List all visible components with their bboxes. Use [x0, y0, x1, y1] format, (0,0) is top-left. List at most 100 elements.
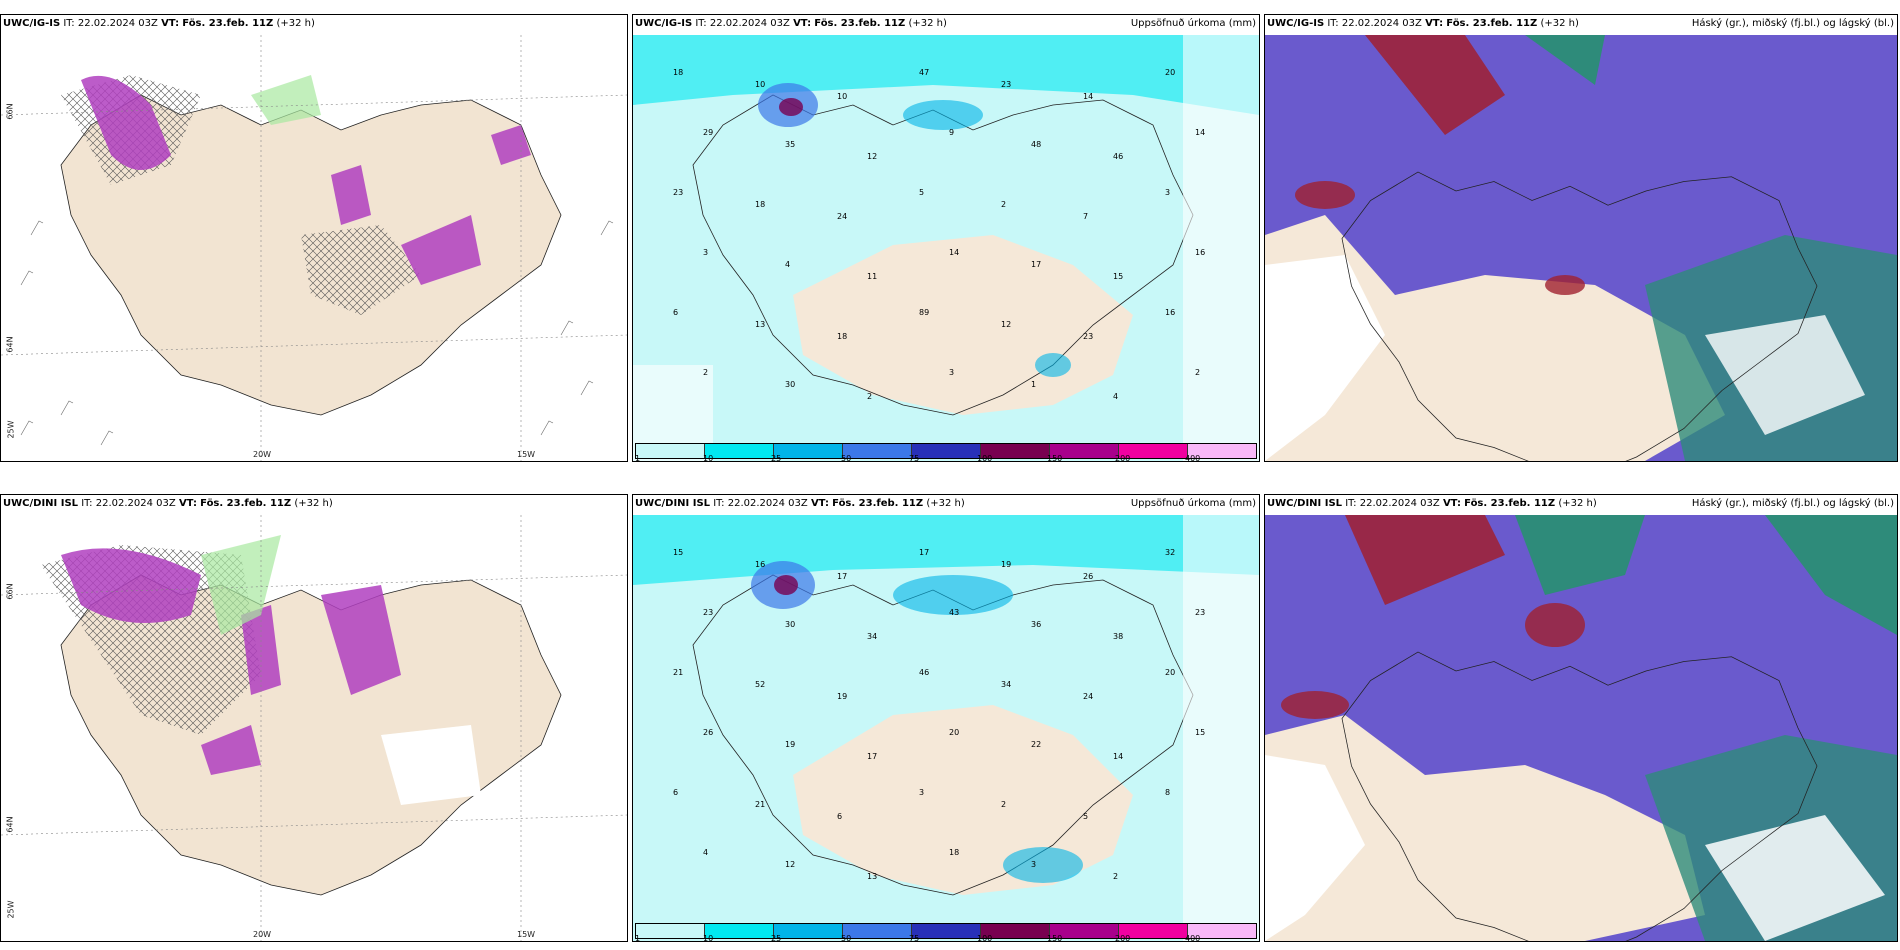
map-wind-igis [1, 35, 627, 461]
precip-dini-value-label: 26 [1083, 572, 1093, 581]
precip-igis-value-label: 29 [703, 128, 713, 137]
panel-precip-dini: UWC/DINI ISL IT: 22.02.2024 03Z VT: Fös.… [632, 494, 1260, 942]
precip-dini-value-label: 15 [1195, 728, 1205, 737]
precip-igis-value-label: 5 [919, 188, 924, 197]
precip-dini-value-label: 2 [1001, 800, 1006, 809]
precip-dini-value-label: 3 [1031, 860, 1036, 869]
precip-igis-value-label: 2 [867, 392, 872, 401]
precip-igis-value-label: 12 [1001, 320, 1011, 329]
panel-title: UWC/IG-IS IT: 22.02.2024 03Z VT: Fös. 23… [1267, 18, 1579, 29]
precip-igis-value-label: 24 [837, 212, 847, 221]
panel-title: UWC/DINI ISL IT: 22.02.2024 03Z VT: Fös.… [635, 498, 965, 509]
precip-dini-value-label: 4 [703, 848, 708, 857]
map-clouds-igis [1265, 35, 1897, 461]
precip-igis-value-label: 17 [1031, 260, 1041, 269]
panel-title: UWC/IG-IS IT: 22.02.2024 03Z VT: Fös. 23… [3, 18, 315, 29]
precip-igis-value-label: 47 [919, 68, 929, 77]
precip-colorbar [635, 443, 1257, 459]
lat-label-64: 64N [5, 816, 15, 833]
precip-dini-value-label: 34 [1001, 680, 1011, 689]
lon-label-20: 20W [253, 930, 272, 939]
precip-dini-value-label: 30 [785, 620, 795, 629]
precip-dini-value-label: 20 [1165, 668, 1175, 677]
precip-igis-value-label: 30 [785, 380, 795, 389]
precip-igis-value-label: 6 [673, 308, 678, 317]
precip-igis-value-label: 14 [1083, 92, 1093, 101]
map-clouds-dini [1265, 515, 1897, 941]
precip-dini-value-label: 21 [755, 800, 765, 809]
precip-igis-value-label: 16 [1195, 248, 1205, 257]
precip-igis-value-label: 11 [867, 272, 877, 281]
precip-dini-value-label: 21 [673, 668, 683, 677]
colorbar-label-50: 50 [841, 934, 852, 942]
lon-label-15: 15W [517, 930, 536, 939]
precip-colorbar [635, 923, 1257, 939]
precip-dini-value-label: 19 [1001, 560, 1011, 569]
precip-dini-value-label: 19 [837, 692, 847, 701]
panel-title: UWC/DINI ISL IT: 22.02.2024 03Z VT: Fös.… [1267, 498, 1597, 509]
map-wind-dini [1, 515, 627, 941]
colorbar-label-75: 75 [909, 934, 920, 942]
colorbar-label-200: 200 [1115, 454, 1131, 462]
map-precip-igis: 1810104723142029351294846142318245273341… [633, 35, 1259, 461]
precip-dini-value-label: 5 [1083, 812, 1088, 821]
precip-dini-value-label: 15 [673, 548, 683, 557]
precip-dini-value-label: 32 [1165, 548, 1175, 557]
lat-label-66: 66N [5, 583, 15, 600]
precip-igis-value-label: 18 [837, 332, 847, 341]
precip-dini-value-label: 52 [755, 680, 765, 689]
precip-igis-value-label: 18 [673, 68, 683, 77]
colorbar-label-25: 25 [771, 934, 782, 942]
precip-dini-value-label: 12 [785, 860, 795, 869]
precip-igis-value-label: 35 [785, 140, 795, 149]
colorbar-label-75: 75 [909, 454, 920, 462]
colorbar-label-400: 400 [1185, 454, 1201, 462]
precip-igis-value-label: 14 [1195, 128, 1205, 137]
precip-igis-value-label: 48 [1031, 140, 1041, 149]
precip-dini-value-label: 6 [837, 812, 842, 821]
precip-igis-value-label: 3 [703, 248, 708, 257]
panel-wind-igis: UWC/IG-IS IT: 22.02.2024 03Z VT: Fös. 23… [0, 14, 628, 462]
panel-title: UWC/DINI ISL IT: 22.02.2024 03Z VT: Fös.… [3, 498, 333, 509]
precip-dini-value-label: 14 [1113, 752, 1123, 761]
lon-label-20: 20W [253, 450, 272, 459]
precip-dini-value-label: 36 [1031, 620, 1041, 629]
precip-igis-value-label: 20 [1165, 68, 1175, 77]
precip-igis-value-label: 23 [1083, 332, 1093, 341]
precip-igis-value-label: 89 [919, 308, 929, 317]
panel-variable-title: Háský (gr.), miðský (fj.bl.) og lágský (… [1691, 498, 1894, 509]
precip-dini-value-label: 19 [785, 740, 795, 749]
lon-label-25: 25W [6, 420, 16, 439]
panel-precip-igis: UWC/IG-IS IT: 22.02.2024 03Z VT: Fös. 23… [632, 14, 1260, 462]
map-precip-dini: 1516171719263223303443363823215219463424… [633, 515, 1259, 941]
precip-dini-value-label: 17 [919, 548, 929, 557]
precip-igis-value-label: 18 [755, 200, 765, 209]
precip-dini-value-label: 46 [919, 668, 929, 677]
precip-igis-value-label: 9 [949, 128, 954, 137]
panel-wind-dini: UWC/DINI ISL IT: 22.02.2024 03Z VT: Fös.… [0, 494, 628, 942]
precip-dini-value-label: 23 [703, 608, 713, 617]
colorbar-label-150: 150 [1047, 454, 1063, 462]
lat-label-66: 66N [5, 103, 15, 120]
precip-igis-value-label: 10 [837, 92, 847, 101]
precip-dini-value-label: 17 [867, 752, 877, 761]
precip-dini-value-label: 8 [1165, 788, 1170, 797]
precip-dini-value-label: 6 [673, 788, 678, 797]
precip-igis-value-label: 15 [1113, 272, 1123, 281]
precip-dini-value-label: 43 [949, 608, 959, 617]
precip-dini-value-label: 23 [1195, 608, 1205, 617]
precip-igis-value-label: 7 [1083, 212, 1088, 221]
colorbar-label-25: 25 [771, 454, 782, 462]
precip-igis-value-label: 13 [755, 320, 765, 329]
precip-dini-value-label: 24 [1083, 692, 1093, 701]
precip-dini-value-label: 2 [1113, 872, 1118, 881]
colorbar-label-50: 50 [841, 454, 852, 462]
colorbar-label-100: 100 [977, 934, 993, 942]
precip-igis-value-label: 14 [949, 248, 959, 257]
colorbar-label-200: 200 [1115, 934, 1131, 942]
precip-igis-value-label: 1 [1031, 380, 1036, 389]
colorbar-label-1: 1 [635, 934, 641, 942]
precip-dini-value-label: 34 [867, 632, 877, 641]
precip-dini-value-label: 3 [919, 788, 924, 797]
panel-clouds-dini: UWC/DINI ISL IT: 22.02.2024 03Z VT: Fös.… [1264, 494, 1898, 942]
